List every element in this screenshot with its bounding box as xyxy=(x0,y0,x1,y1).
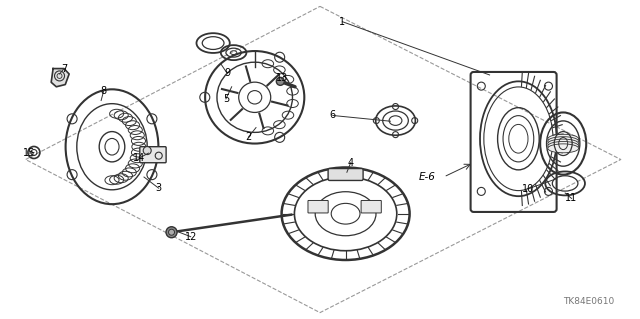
Ellipse shape xyxy=(548,137,579,146)
FancyBboxPatch shape xyxy=(140,147,166,163)
Polygon shape xyxy=(51,69,69,87)
Text: TK84E0610: TK84E0610 xyxy=(563,297,614,306)
Text: 11: 11 xyxy=(565,193,578,204)
Ellipse shape xyxy=(548,134,579,143)
Circle shape xyxy=(276,77,284,85)
Circle shape xyxy=(166,227,177,238)
Text: 15: 15 xyxy=(22,148,35,158)
Text: 6: 6 xyxy=(330,110,336,121)
Text: 8: 8 xyxy=(100,86,107,96)
Ellipse shape xyxy=(548,144,579,153)
Text: 1: 1 xyxy=(339,17,346,27)
Ellipse shape xyxy=(548,142,579,151)
Ellipse shape xyxy=(548,139,579,148)
Text: 12: 12 xyxy=(184,232,197,242)
Text: E-6: E-6 xyxy=(419,172,436,182)
Text: 5: 5 xyxy=(223,94,229,104)
Circle shape xyxy=(143,146,151,155)
Text: 4: 4 xyxy=(348,158,354,168)
FancyBboxPatch shape xyxy=(328,168,363,181)
Text: 13: 13 xyxy=(275,73,288,83)
Text: 9: 9 xyxy=(224,68,230,78)
Text: 14: 14 xyxy=(133,153,146,163)
Text: 10: 10 xyxy=(522,184,534,194)
Text: 3: 3 xyxy=(156,183,162,193)
Text: 7: 7 xyxy=(61,63,67,74)
FancyBboxPatch shape xyxy=(308,200,328,213)
Text: 2: 2 xyxy=(245,132,252,142)
FancyBboxPatch shape xyxy=(361,200,381,213)
Circle shape xyxy=(168,229,175,235)
